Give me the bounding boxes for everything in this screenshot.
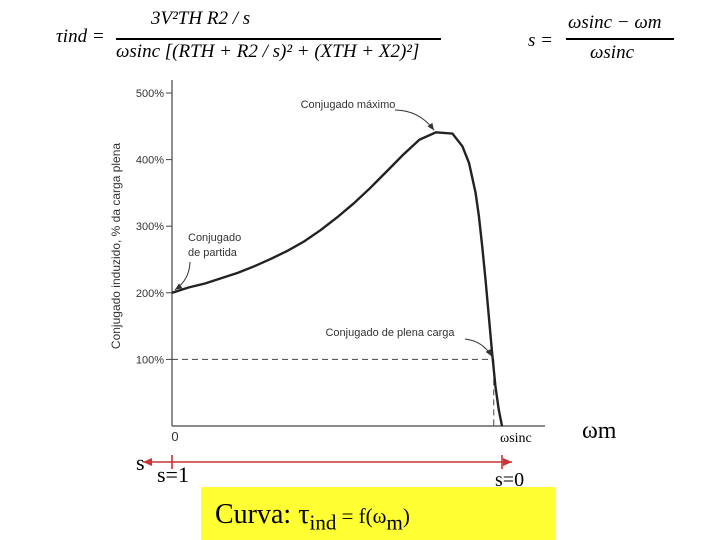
y-tick-label: 200% bbox=[136, 288, 164, 300]
slip-start-label: s=1 bbox=[157, 462, 189, 487]
slip-formula: s = ωsinc − ωm ωsinc bbox=[528, 12, 678, 64]
caption-box: Curva: τind = f(ωm) bbox=[201, 487, 556, 540]
slip-formula-numerator: ωsinc − ωm bbox=[568, 12, 662, 33]
caption-tau: τ bbox=[298, 499, 310, 530]
torque-formula: τind = 3V²TH R2 / s ωsinc [(RTH + R2 / s… bbox=[56, 8, 456, 68]
annotation-max-torque-arrow-head bbox=[427, 122, 434, 131]
slip-formula-lhs: s = bbox=[528, 30, 553, 51]
annotation-starting-torque-line1: Conjugado bbox=[188, 232, 241, 244]
x-sync-label: ωsinc bbox=[500, 431, 532, 446]
torque-formula-denominator: ωsinc [(RTH + R2 / s)² + (XTH + X2)²] bbox=[116, 41, 420, 62]
y-ticks: 500% 400% 300% 200% 100% bbox=[136, 88, 172, 366]
caption-tau-subscript: ind bbox=[309, 510, 337, 535]
annotation-full-load-torque-arrow bbox=[464, 338, 493, 357]
annotation-full-load-torque: Conjugado de plena carga bbox=[325, 327, 455, 339]
y-axis-label: Conjugado induzido, % da carga plena bbox=[109, 143, 123, 349]
torque-formula-numerator: 3V²TH R2 / s bbox=[151, 8, 251, 29]
annotation-starting-torque-line2: de partida bbox=[188, 247, 238, 259]
caption-close: ) bbox=[402, 504, 410, 528]
torque-curve-line bbox=[171, 131, 504, 427]
slip-formula-denominator: ωsinc bbox=[590, 42, 635, 63]
caption-prefix: Curva: bbox=[215, 499, 299, 530]
slip-axis-arrow-left bbox=[143, 458, 152, 466]
x-axis-label: ωm bbox=[582, 418, 617, 444]
annotations: Conjugado máximo Conjugado de partida Conju… bbox=[174, 99, 493, 357]
slip-axis-label: s bbox=[136, 450, 145, 475]
y-tick-label: 300% bbox=[136, 221, 164, 233]
torque-formula-lhs: τind = bbox=[56, 26, 105, 47]
y-tick-label: 100% bbox=[136, 354, 164, 366]
annotation-starting-torque-arrow bbox=[174, 261, 191, 291]
annotation-max-torque: Conjugado máximo bbox=[301, 99, 396, 111]
slip-fraction-bar bbox=[566, 38, 674, 40]
y-tick-label: 400% bbox=[136, 155, 164, 167]
torque-fraction-bar bbox=[116, 38, 441, 40]
caption-rest: = f(ω bbox=[336, 504, 387, 528]
caption-omega-subscript: m bbox=[386, 510, 403, 535]
annotation-starting-torque-arrow-head bbox=[175, 283, 183, 290]
slip-end-label: s=0 bbox=[495, 469, 524, 491]
annotation-full-load-torque-arrow-head bbox=[485, 348, 492, 357]
caption-text: Curva: τind = f(ωm) bbox=[215, 499, 410, 536]
slip-axis-arrow-right bbox=[503, 458, 512, 466]
annotation-max-torque-arrow bbox=[394, 109, 435, 131]
y-tick-label: 500% bbox=[136, 88, 164, 100]
x-origin-label: 0 bbox=[171, 429, 178, 444]
